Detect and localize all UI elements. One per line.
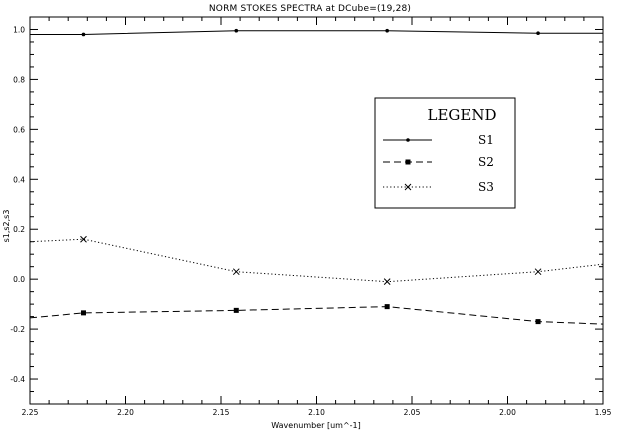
legend-s2-marker xyxy=(405,159,411,165)
series-layer xyxy=(29,28,604,325)
y-tick-label: -0.2 xyxy=(10,325,25,334)
y-tick-label: -0.4 xyxy=(10,375,25,384)
legend-s3-label: S3 xyxy=(478,180,494,194)
y-tick-label: 0.6 xyxy=(13,125,25,134)
x-tick-label: 2.05 xyxy=(404,408,421,417)
x-tick-label: 2.15 xyxy=(213,408,230,417)
legend-items: S1 S2 S3 xyxy=(383,133,494,194)
series-s3-point-stroke xyxy=(534,268,542,276)
plot-frame xyxy=(29,16,604,405)
legend-s1-label: S1 xyxy=(478,133,494,147)
series-s3-point xyxy=(383,278,391,286)
x-axis-title: Wavenumber [um^-1] xyxy=(271,421,361,430)
series-s3-point xyxy=(232,268,240,276)
series-s2-point xyxy=(233,307,239,313)
series-s2-point xyxy=(535,319,541,325)
legend-s2-label: S2 xyxy=(478,155,494,169)
series-s3-point-stroke xyxy=(232,268,240,276)
legend-s1-marker xyxy=(406,138,410,142)
series-s3-point xyxy=(534,268,542,276)
x-tick-label: 2.25 xyxy=(22,408,39,417)
series-s2-point xyxy=(80,310,86,316)
series-s1-point xyxy=(81,32,86,37)
legend: LEGEND S1 S2 S3 xyxy=(374,97,516,209)
series-s3-point-stroke xyxy=(383,278,391,286)
x-tick-label: 2.20 xyxy=(117,408,134,417)
ticks-layer: -0.4 -0.2 0.0 0.2 0.4 0.6 0.8 1.0 2.25 2.20 2.15 2.… xyxy=(10,16,612,417)
series-s1-line xyxy=(30,30,603,35)
y-tick-label: 0.2 xyxy=(13,225,25,234)
x-tick-label: 2.00 xyxy=(499,408,516,417)
y-tick-label: 0.4 xyxy=(13,175,25,184)
series-s1-point xyxy=(536,31,540,36)
series-s2-line xyxy=(29,306,604,325)
legend-title: LEGEND xyxy=(428,106,497,124)
chart-title: NORM STOKES SPECTRA at DCube=(19,28) xyxy=(209,4,411,14)
legend-box xyxy=(374,97,516,209)
x-tick-label: 1.95 xyxy=(595,408,612,417)
legend-s3-marker xyxy=(404,183,412,191)
series-s3-point-stroke xyxy=(80,235,87,243)
series-s3-point xyxy=(80,235,87,243)
y-tick-label: 0.0 xyxy=(13,275,25,284)
series-s1-point xyxy=(234,28,239,33)
x-tick-label: 2.10 xyxy=(308,408,325,417)
y-axis-title: s1,s2,s3 xyxy=(2,210,11,243)
legend-s3-marker-stroke xyxy=(404,183,412,191)
series-s2-point xyxy=(384,304,390,310)
series-s1-point xyxy=(385,28,389,33)
series-s3-line xyxy=(29,238,604,283)
y-tick-label: 1.0 xyxy=(13,25,25,34)
y-tick-label: 0.8 xyxy=(13,75,25,84)
